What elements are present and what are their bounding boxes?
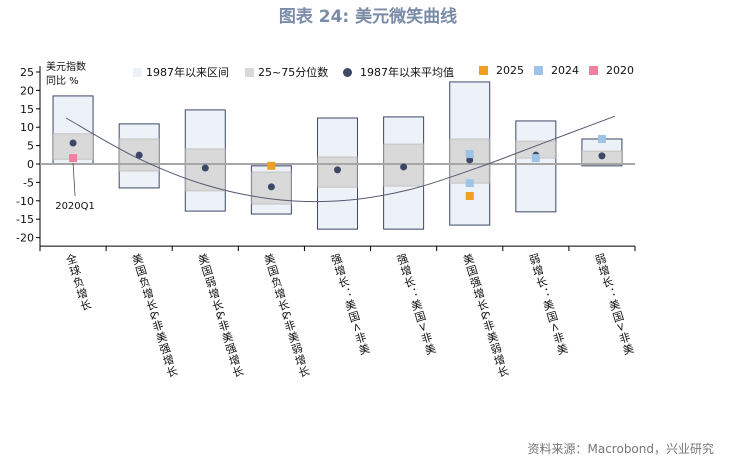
legend-label: 1987年以来区间 (146, 66, 229, 79)
mean-point (334, 166, 341, 174)
point-2025 (267, 161, 276, 170)
legend-swatch (133, 67, 142, 77)
point-2025 (465, 192, 474, 201)
y-tick-label: -10 (16, 195, 34, 208)
source-note: 资料来源：Macrobond，兴业研究 (527, 442, 715, 456)
legend-label: 1987年以来平均值 (360, 66, 454, 79)
y-axis-label: 美元指数同比 % (46, 61, 86, 89)
mean-point (135, 151, 143, 159)
mean-point (69, 139, 77, 147)
annotation-2020q1: 2020Q1 (55, 201, 95, 212)
legend-2024: 2024 (534, 64, 579, 77)
legend-swatch (343, 67, 352, 77)
annotation-leader (72, 163, 76, 197)
mean-point (201, 164, 209, 172)
legend-2025: 2025 (479, 64, 524, 77)
legend-swatch (245, 67, 254, 77)
legend-swatch (479, 66, 488, 75)
mean-point (598, 152, 606, 160)
trend-curve (65, 115, 616, 203)
point-2024 (531, 154, 540, 163)
mean-point (466, 156, 474, 164)
y-tick-label: -20 (16, 232, 34, 245)
legend-label: 2020 (606, 64, 634, 77)
y-tick-label: 25 (20, 66, 34, 79)
y-label-line: 美元指数 (46, 62, 86, 73)
point-2024 (465, 150, 474, 159)
legend-label: 2024 (551, 64, 579, 77)
point-2020 (69, 154, 78, 163)
iqr-box (383, 143, 424, 187)
y-label-line: 同比 % (46, 76, 79, 87)
legend-iqr: 25~75分位数 (245, 64, 328, 80)
y-tick-label: 15 (20, 103, 34, 116)
legend-range: 1987年以来区间 (133, 64, 229, 80)
y-tick-label: -5 (23, 176, 34, 189)
chart-title: 图表 24: 美元微笑曲线 (278, 7, 458, 27)
y-tick-label: 10 (20, 121, 34, 134)
point-2024 (465, 179, 474, 188)
y-tick-label: 0 (27, 158, 34, 171)
y-tick-label: 20 (20, 84, 34, 97)
legend-mean: 1987年以来平均值 (343, 64, 454, 80)
legend-label: 25~75分位数 (258, 66, 329, 79)
y-tick-label: 5 (27, 140, 34, 153)
range-box (515, 120, 557, 213)
legend-2020: 2020 (589, 64, 634, 77)
point-2024 (597, 134, 606, 143)
y-tick-label: -15 (16, 213, 34, 226)
legend-swatch (534, 66, 543, 75)
legend-label: 2025 (496, 64, 524, 77)
legend-swatch (589, 66, 598, 75)
mean-point (267, 183, 275, 191)
mean-point (400, 163, 408, 171)
